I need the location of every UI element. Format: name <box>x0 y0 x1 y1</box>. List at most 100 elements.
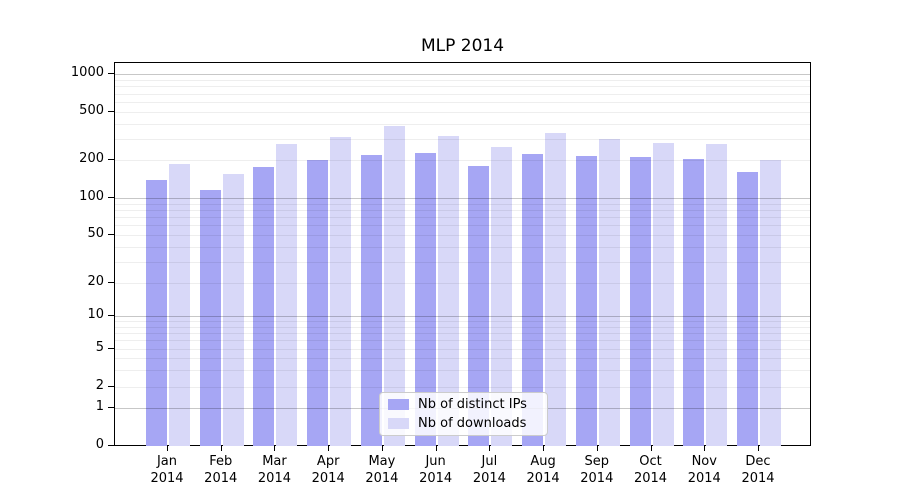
y-tick <box>108 111 114 112</box>
bar-downloads-jul-2014 <box>491 147 513 446</box>
minor-gridline <box>115 225 810 227</box>
minor-gridline <box>115 102 810 103</box>
bar-distinct-ips-dec-2014 <box>736 172 758 446</box>
x-tick <box>596 446 598 451</box>
minor-gridline <box>115 160 810 161</box>
x-tick <box>274 446 276 451</box>
minor-gridline <box>115 261 810 263</box>
y-tick-label: 1 <box>95 399 104 414</box>
minor-gridline <box>115 349 810 350</box>
x-tick <box>543 446 545 451</box>
x-tick-label: Dec 2014 <box>741 454 775 486</box>
minor-gridline <box>115 387 810 388</box>
y-tick-label: 2 <box>95 378 104 393</box>
major-gridline <box>115 316 810 317</box>
bar-downloads-jun-2014 <box>437 136 459 446</box>
x-tick <box>220 446 222 451</box>
bar-downloads-dec-2014 <box>759 160 781 446</box>
minor-gridline <box>115 123 810 125</box>
minor-gridline <box>115 203 810 205</box>
y-tick <box>108 445 114 446</box>
x-tick <box>489 446 491 451</box>
minor-gridline <box>115 283 810 284</box>
legend-row-distinct-ips: Nb of distinct IPs <box>388 397 547 412</box>
y-tick <box>108 315 114 316</box>
bar-downloads-aug-2014 <box>545 132 567 446</box>
bar-downloads-mar-2014 <box>276 144 298 446</box>
x-tick-label: Sep 2014 <box>580 454 614 486</box>
legend-swatch-downloads-icon <box>388 418 409 429</box>
bar-downloads-feb-2014 <box>222 173 244 446</box>
bar-downloads-nov-2014 <box>706 144 728 446</box>
minor-gridline <box>115 326 810 328</box>
y-tick-label: 5 <box>95 340 104 355</box>
major-gridline <box>115 198 810 199</box>
plot-area <box>114 62 811 446</box>
y-tick <box>108 407 114 408</box>
y-tick <box>108 348 114 349</box>
y-tick-label: 500 <box>79 103 104 118</box>
minor-gridline <box>115 93 810 95</box>
x-tick-label: Nov 2014 <box>687 454 721 486</box>
bar-distinct-ips-jun-2014 <box>414 152 436 446</box>
y-tick-label: 100 <box>79 189 104 204</box>
legend-swatch-distinct-ips-icon <box>388 399 409 410</box>
legend-label-downloads: Nb of downloads <box>418 416 527 431</box>
minor-gridline <box>115 112 810 113</box>
grid-layer <box>115 63 810 445</box>
bar-distinct-ips-jul-2014 <box>468 165 490 446</box>
x-tick-label: Jan 2014 <box>150 454 184 486</box>
bar-distinct-ips-nov-2014 <box>683 158 705 446</box>
bar-distinct-ips-sep-2014 <box>575 156 597 446</box>
minor-gridline <box>115 321 810 323</box>
y-tick-label: 50 <box>87 226 104 241</box>
bar-downloads-may-2014 <box>383 126 405 446</box>
y-tick-label: 200 <box>79 151 104 166</box>
y-tick-label: 20 <box>87 274 104 289</box>
x-tick <box>328 446 330 451</box>
bar-downloads-jan-2014 <box>169 164 190 446</box>
x-tick-label: Jul 2014 <box>472 454 506 486</box>
bar-distinct-ips-apr-2014 <box>307 160 329 446</box>
x-tick-label: Aug 2014 <box>526 454 560 486</box>
bar-downloads-oct-2014 <box>652 143 674 446</box>
minor-gridline <box>115 370 810 372</box>
bars-layer <box>115 63 810 446</box>
y-tick <box>108 386 114 387</box>
chart-title: MLP 2014 <box>420 36 505 56</box>
legend-label-distinct-ips: Nb of distinct IPs <box>418 397 527 412</box>
minor-gridline <box>115 209 810 211</box>
bar-downloads-apr-2014 <box>330 137 352 446</box>
bar-distinct-ips-may-2014 <box>360 155 382 446</box>
x-tick <box>167 446 168 451</box>
minor-gridline <box>115 332 810 334</box>
minor-gridline <box>115 340 810 342</box>
legend-row-downloads: Nb of downloads <box>388 416 547 431</box>
minor-gridline <box>115 235 810 236</box>
y-tick <box>108 234 114 235</box>
bar-distinct-ips-aug-2014 <box>522 153 544 446</box>
bar-downloads-sep-2014 <box>598 138 620 446</box>
y-tick <box>108 197 114 198</box>
y-tick-label: 0 <box>95 437 104 452</box>
y-tick <box>108 159 114 160</box>
legend: Nb of distinct IPs Nb of downloads <box>379 392 548 436</box>
x-tick <box>381 446 383 451</box>
x-tick <box>435 446 437 451</box>
x-tick <box>757 446 759 451</box>
y-tick <box>108 282 114 283</box>
bar-distinct-ips-feb-2014 <box>199 190 221 446</box>
minor-gridline <box>115 138 810 140</box>
x-tick <box>704 446 706 451</box>
major-gridline <box>115 74 810 75</box>
bar-distinct-ips-mar-2014 <box>253 167 275 446</box>
x-tick-label: Mar 2014 <box>257 454 291 486</box>
x-tick-label: Apr 2014 <box>311 454 345 486</box>
bar-distinct-ips-jan-2014 <box>146 179 167 446</box>
x-tick-label: Feb 2014 <box>204 454 238 486</box>
minor-gridline <box>115 86 810 88</box>
x-tick-label: Oct 2014 <box>633 454 668 486</box>
bar-distinct-ips-oct-2014 <box>629 157 651 446</box>
y-tick-label: 10 <box>87 307 104 322</box>
